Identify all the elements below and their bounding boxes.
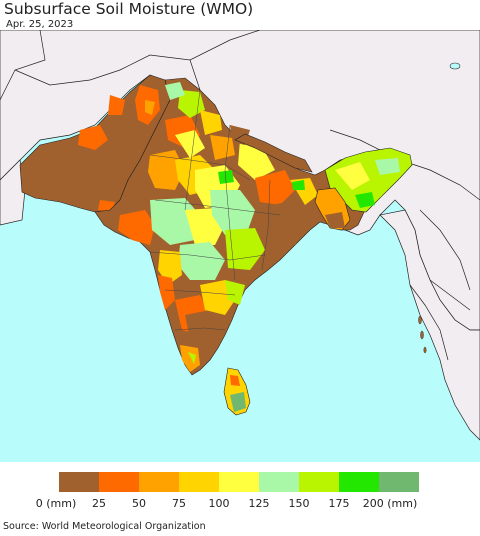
legend-label: 200 (mm) (362, 497, 418, 510)
legend-swatch (59, 472, 99, 492)
soil-moisture-map (0, 30, 480, 462)
legend-label: 175 (328, 497, 350, 510)
legend-swatch (139, 472, 179, 492)
legend-label: 50 (132, 497, 146, 510)
legend-swatch (99, 472, 139, 492)
legend-swatch (339, 472, 379, 492)
legend-color-bar (59, 472, 419, 492)
legend-label: 0 (mm) (35, 497, 77, 510)
outside-borders (0, 30, 480, 361)
legend-swatch (379, 472, 419, 492)
state-borders (149, 89, 281, 331)
lake (449, 62, 461, 70)
legend-label: 25 (92, 497, 106, 510)
region-nepal (234, 133, 313, 173)
andaman-islands (418, 315, 427, 354)
land-southeast (379, 209, 480, 441)
legend-label: 75 (172, 497, 186, 510)
map-date: Apr. 25, 2023 (6, 19, 74, 30)
land-west (0, 159, 26, 226)
legend-labels: 0 (mm) 25 50 75 100 125 150 175 200 (mm) (0, 497, 480, 511)
legend-label: 100 (208, 497, 230, 510)
legend-label: 150 (288, 497, 310, 510)
legend-swatch (179, 472, 219, 492)
legend-swatch (259, 472, 299, 492)
legend-swatch (299, 472, 339, 492)
source-text: Source: World Meteorological Organizatio… (3, 521, 206, 532)
legend-swatch (219, 472, 259, 492)
map-title: Subsurface Soil Moisture (WMO) (4, 0, 254, 18)
legend-label: 125 (248, 497, 270, 510)
